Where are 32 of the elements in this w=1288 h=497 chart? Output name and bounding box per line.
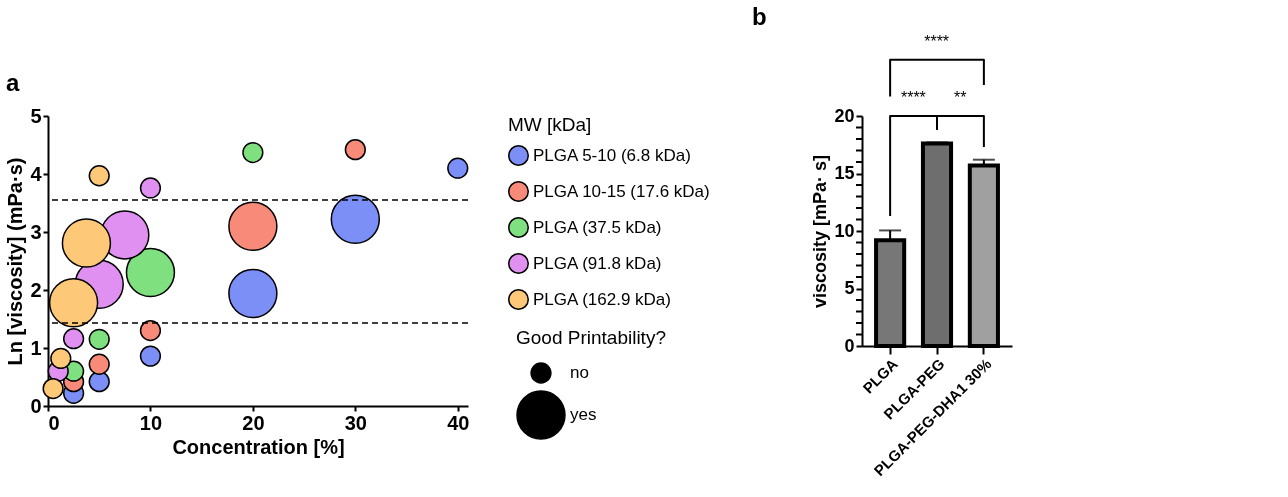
y-tick-label: 5: [30, 104, 42, 127]
x-tick-label: 40: [447, 411, 470, 434]
y-tick-label: 1: [30, 336, 42, 359]
y-tick-label: 3: [30, 220, 42, 243]
chart-title: b: [751, 2, 767, 30]
text: ****: [900, 89, 926, 106]
legend-label: PLGA (37.5 kDa): [533, 217, 662, 237]
y-tick-label: 20: [834, 105, 855, 126]
text: **: [954, 89, 967, 106]
legend-label: PLGA (162.9 kDa): [533, 289, 671, 309]
y-tick-label: 2: [30, 278, 42, 301]
y-tick-label: 15: [834, 163, 855, 183]
legend-label: PLGA 10-15 (17.6 kDa): [533, 181, 710, 201]
legend-label: yes: [570, 405, 597, 424]
y-axis-title: Ln [viscosity] (mPa·s): [4, 157, 27, 366]
y-tick-label: 4: [30, 162, 43, 185]
y-tick-label: 10: [834, 220, 855, 241]
legend-label: PLGA (91.8 kDa): [533, 253, 662, 273]
chart-title: a: [5, 69, 20, 96]
text: Good Printability?: [516, 327, 666, 348]
legend-label: PLGA 5-10 (6.8 kDa): [533, 145, 691, 165]
text: MW [kDa]: [508, 114, 592, 135]
text: ****: [924, 32, 950, 50]
x-tick-label: 20: [242, 411, 265, 434]
y-axis-title: viscosity [mPa· s]: [810, 154, 831, 309]
x-tick-label: 10: [139, 411, 163, 434]
y-tick-label: 0: [844, 335, 855, 356]
y-tick-label: 5: [844, 278, 855, 298]
x-tick-label: 30: [344, 411, 367, 434]
x-axis-title: Concentration [%]: [172, 435, 345, 458]
legend-label: no: [570, 363, 589, 382]
x-tick-label: 0: [48, 411, 60, 434]
